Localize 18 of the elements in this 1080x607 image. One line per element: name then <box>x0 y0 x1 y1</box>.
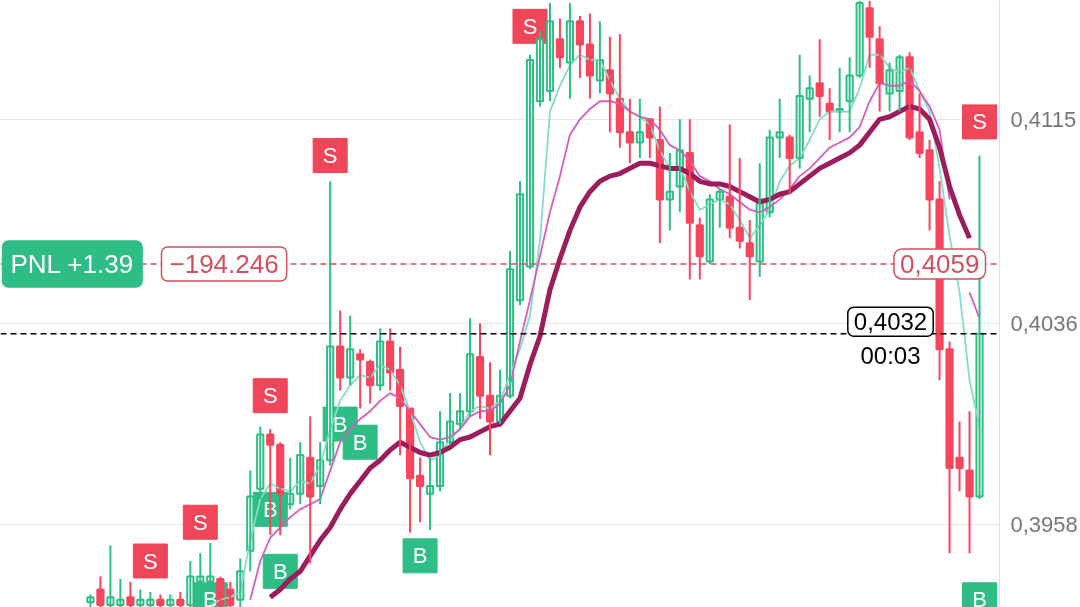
ref-line-label: 0,4032 <box>853 308 928 336</box>
y-tick-label: 0,4115 <box>1010 106 1077 132</box>
annotation: PNL +1.39 <box>10 248 134 279</box>
data-label: B <box>412 543 428 569</box>
data-label: B <box>352 429 368 455</box>
data-label: B <box>272 558 288 584</box>
data-label: S <box>262 383 278 409</box>
annotation: −194.246 <box>169 248 279 279</box>
data-label: B <box>332 411 348 437</box>
data-label: S <box>522 13 538 39</box>
data-label: S <box>143 548 158 574</box>
data-label: S <box>192 509 208 535</box>
annotation: 00:03 <box>860 342 921 370</box>
data-label: S <box>972 109 987 135</box>
y-tick-label: 0,3958 <box>1010 512 1078 538</box>
y-tick-label: 0,4036 <box>1010 310 1078 336</box>
data-label: S <box>322 142 338 168</box>
ref-line-label: 0,4059 <box>899 248 980 279</box>
